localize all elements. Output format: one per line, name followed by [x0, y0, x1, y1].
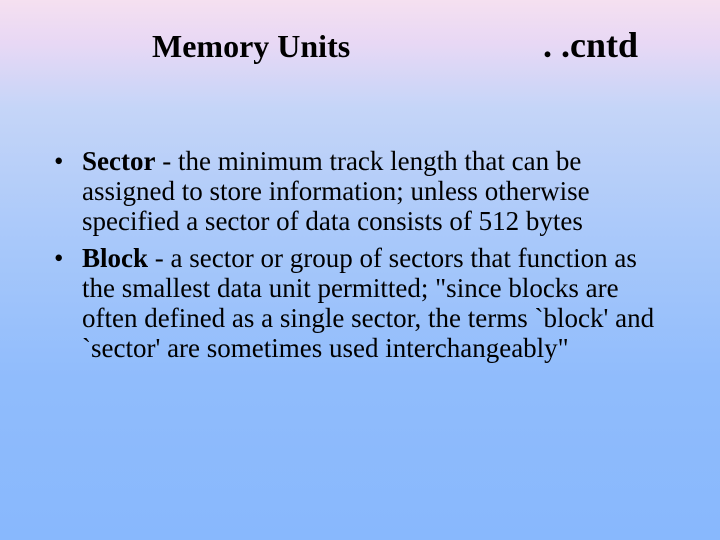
slide-title-right: . .cntd — [543, 24, 638, 66]
bullet-list: Sector - the minimum track length that c… — [52, 146, 668, 364]
term: Sector — [82, 146, 155, 176]
term: Block — [82, 243, 148, 273]
list-item: Block - a sector or group of sectors tha… — [52, 243, 668, 364]
slide-title-left: Memory Units — [152, 28, 350, 65]
slide: Memory Units . .cntd Sector - the minimu… — [0, 0, 720, 540]
list-item: Sector - the minimum track length that c… — [52, 146, 668, 237]
definition: - the minimum track length that can be a… — [82, 146, 590, 236]
title-row: Memory Units . .cntd — [52, 24, 668, 66]
definition: - a sector or group of sectors that func… — [82, 243, 654, 364]
